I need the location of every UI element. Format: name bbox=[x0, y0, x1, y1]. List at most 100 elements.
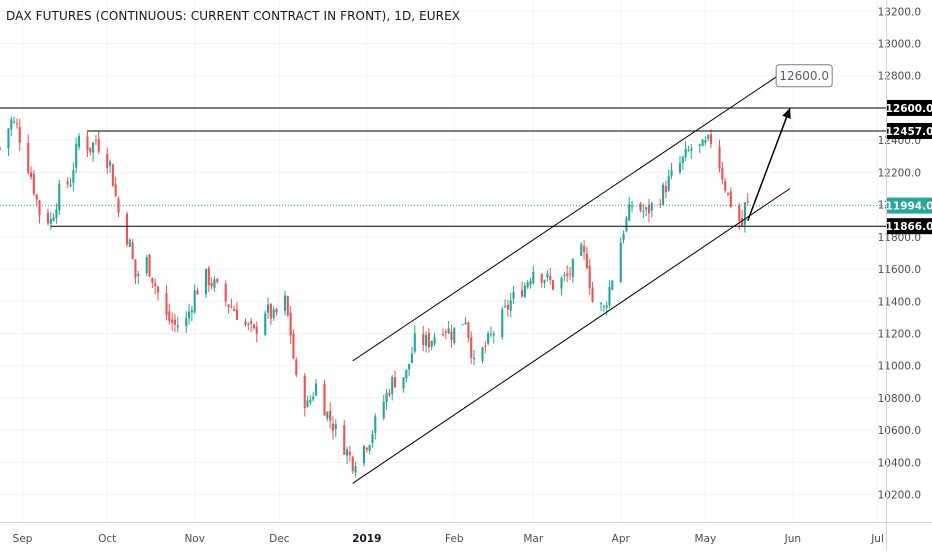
candle bbox=[46, 208, 50, 226]
candle bbox=[504, 299, 507, 309]
candle-body bbox=[501, 309, 504, 338]
candle-body bbox=[168, 311, 171, 321]
candle bbox=[625, 216, 628, 233]
candle bbox=[427, 328, 430, 353]
candle-body bbox=[642, 210, 645, 212]
candle bbox=[659, 198, 662, 208]
candle bbox=[709, 129, 713, 149]
candle-body bbox=[512, 292, 515, 299]
candle bbox=[701, 138, 704, 147]
candle-body bbox=[312, 396, 315, 400]
candle bbox=[549, 267, 552, 285]
x-tick-label: Dec bbox=[269, 533, 290, 545]
candle bbox=[481, 346, 484, 364]
candle bbox=[602, 304, 605, 312]
candle bbox=[187, 303, 191, 325]
candle-body bbox=[272, 309, 275, 318]
candle-body bbox=[588, 265, 591, 288]
candle-body bbox=[523, 285, 526, 297]
candle bbox=[224, 280, 227, 307]
candle-body bbox=[117, 198, 120, 213]
candle bbox=[247, 321, 250, 331]
candle-body bbox=[605, 305, 608, 308]
candle bbox=[176, 316, 179, 333]
candle bbox=[13, 116, 16, 125]
candle-body bbox=[97, 139, 100, 152]
candle bbox=[326, 411, 329, 421]
chart-title: DAX FUTURES (CONTINUOUS: CURRENT CONTRAC… bbox=[6, 9, 461, 23]
candle bbox=[362, 444, 366, 467]
candle-body bbox=[346, 449, 349, 456]
candle bbox=[698, 143, 701, 154]
grid bbox=[0, 0, 886, 522]
candle-body bbox=[625, 217, 628, 232]
candle-body bbox=[190, 310, 193, 313]
candle-body bbox=[571, 258, 574, 278]
candle bbox=[526, 280, 529, 289]
candle bbox=[546, 270, 549, 282]
candle bbox=[193, 284, 196, 315]
candle bbox=[430, 340, 433, 351]
candle bbox=[738, 202, 741, 230]
candle bbox=[374, 413, 377, 440]
candle bbox=[196, 287, 199, 295]
candle-body bbox=[408, 364, 411, 370]
candle-body bbox=[52, 217, 55, 221]
candle-body bbox=[430, 341, 433, 347]
candle bbox=[388, 388, 391, 398]
candle bbox=[690, 144, 693, 160]
candle bbox=[447, 320, 450, 335]
candle bbox=[286, 295, 289, 317]
candle-body bbox=[365, 448, 368, 450]
candle bbox=[523, 282, 526, 299]
candle-body bbox=[176, 325, 179, 328]
candle bbox=[275, 307, 278, 316]
candle bbox=[422, 326, 425, 352]
candle bbox=[283, 290, 287, 316]
candle bbox=[662, 182, 665, 206]
candle-body bbox=[283, 295, 287, 311]
candle bbox=[707, 134, 710, 142]
candle bbox=[334, 418, 337, 438]
candle bbox=[444, 329, 447, 340]
candle bbox=[410, 346, 414, 364]
candle-body bbox=[492, 333, 495, 336]
candle bbox=[269, 302, 272, 325]
candle-body bbox=[196, 290, 199, 295]
candle bbox=[303, 372, 306, 417]
candle bbox=[681, 155, 684, 170]
candle-body bbox=[566, 273, 569, 276]
candle-body bbox=[334, 423, 337, 430]
candle bbox=[58, 179, 61, 215]
candle bbox=[718, 140, 721, 173]
candle-body bbox=[481, 347, 484, 361]
drawings: 12600.0 bbox=[0, 64, 886, 484]
candle bbox=[252, 323, 256, 331]
candle-body bbox=[422, 334, 425, 346]
candle-body bbox=[0, 147, 2, 149]
y-tick-label: 11000.0 bbox=[878, 361, 921, 373]
candle-body bbox=[709, 134, 713, 144]
candle bbox=[628, 196, 631, 222]
candle-body bbox=[506, 304, 509, 310]
candle-body bbox=[75, 143, 78, 168]
candle-body bbox=[520, 290, 524, 297]
candle bbox=[148, 253, 151, 278]
candle-body bbox=[650, 203, 653, 211]
candle-body bbox=[35, 194, 38, 200]
y-tick-label: 13000.0 bbox=[878, 39, 921, 51]
candle bbox=[151, 277, 154, 288]
y-tick-label: 12800.0 bbox=[878, 71, 921, 83]
candle bbox=[35, 193, 38, 207]
candle-body bbox=[746, 201, 749, 203]
candle-body bbox=[252, 324, 256, 329]
candle-body bbox=[619, 242, 622, 283]
candle-body bbox=[314, 383, 318, 396]
candle-body bbox=[264, 313, 267, 335]
candle bbox=[450, 324, 453, 348]
candle bbox=[75, 137, 78, 174]
candle bbox=[10, 116, 13, 137]
candle-body bbox=[227, 304, 230, 307]
candle-body bbox=[128, 239, 131, 247]
